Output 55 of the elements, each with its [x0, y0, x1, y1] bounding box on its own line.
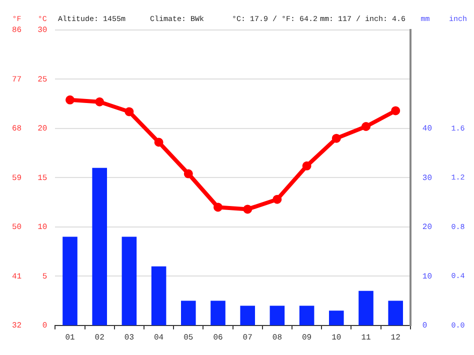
bar — [240, 306, 255, 326]
point — [214, 202, 222, 212]
y-tick-label: 15 — [38, 174, 48, 183]
point — [184, 169, 193, 178]
bar — [151, 266, 166, 326]
bar — [62, 236, 78, 326]
bar — [329, 310, 344, 326]
y2-tick-label: 20 — [422, 223, 432, 232]
point — [243, 204, 252, 214]
y-tick-label: 20 — [38, 124, 48, 134]
x-tick-label: 10 — [332, 333, 342, 342]
x-tick-label: 03 — [124, 333, 134, 342]
y3-tick-label: 41 — [12, 272, 22, 282]
bar — [358, 290, 374, 326]
y-tick-label: 30 — [38, 26, 48, 36]
y3-tick-label: 50 — [12, 223, 22, 232]
y-tick-label: 10 — [38, 223, 48, 232]
y-tick-label: 25 — [38, 75, 48, 84]
point — [154, 138, 164, 147]
y-tick-label: 0 — [42, 322, 48, 331]
x-tick-label: 06 — [213, 333, 223, 342]
y-tick-label: 5 — [42, 272, 48, 282]
x-tick-label: 08 — [272, 333, 282, 342]
x-tick-label: 05 — [184, 333, 194, 342]
bar — [181, 300, 196, 326]
bar — [210, 300, 226, 326]
point — [332, 134, 341, 143]
y3-tick-label: 86 — [12, 26, 22, 36]
y2-tick-label: 40 — [422, 124, 432, 134]
y3-tick-label: 59 — [12, 174, 22, 183]
x-tick-label: 09 — [302, 333, 312, 342]
y2-tick-label: 0 — [422, 322, 428, 331]
x-tick-label: 11 — [361, 333, 371, 342]
x-tick-label: 04 — [154, 333, 164, 342]
bar — [92, 168, 108, 326]
y3-tick-label: 68 — [12, 124, 22, 134]
x-tick-label: 07 — [242, 333, 253, 342]
point — [66, 95, 75, 104]
bar — [270, 306, 285, 326]
point — [391, 106, 400, 116]
point — [95, 97, 104, 106]
x-tick-label: 12 — [390, 333, 401, 342]
y3-tick-label: 32 — [12, 322, 22, 331]
point — [124, 107, 134, 116]
bar — [122, 236, 137, 326]
y2-tick-label: 10 — [422, 272, 432, 282]
point — [362, 122, 370, 131]
point — [302, 161, 312, 170]
y2-tick-label: 30 — [422, 174, 432, 183]
bar — [388, 300, 403, 326]
y3-tick-label: 77 — [12, 75, 22, 84]
bar — [299, 306, 314, 326]
point — [272, 194, 282, 204]
x-tick-label: 01 — [65, 333, 75, 342]
x-tick-label: 02 — [94, 333, 105, 342]
